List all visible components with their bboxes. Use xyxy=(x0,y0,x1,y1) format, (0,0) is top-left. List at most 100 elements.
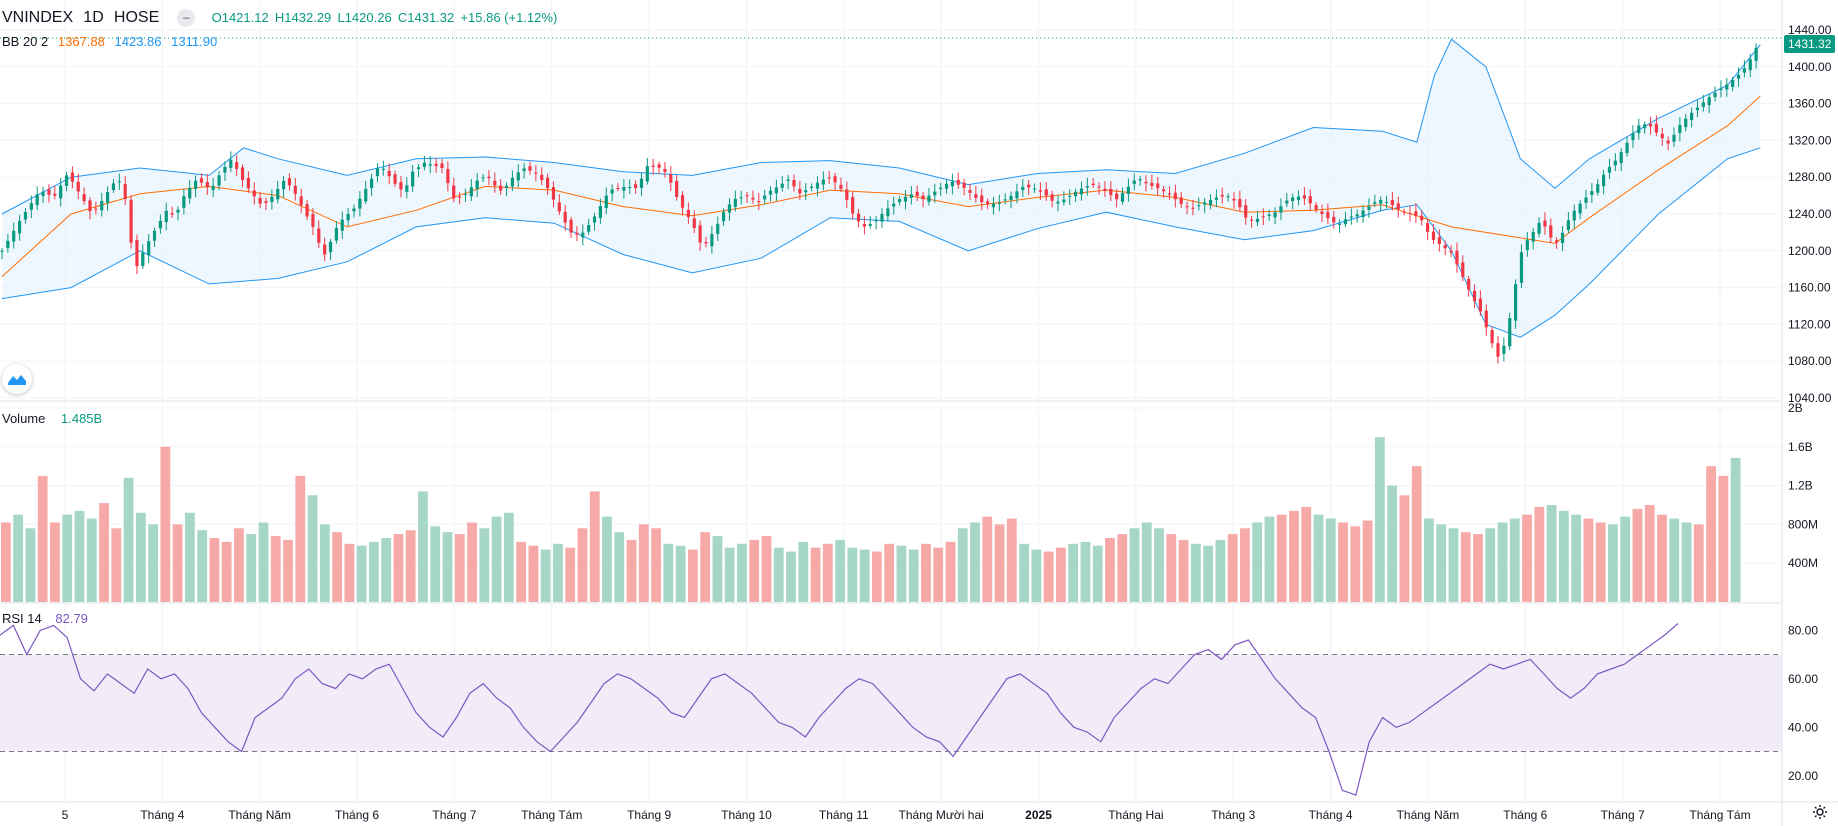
candle-body xyxy=(1208,199,1213,206)
volume-bar xyxy=(700,532,711,602)
candle-body xyxy=(504,185,509,188)
time-tick-label: Tháng Tám xyxy=(521,808,582,822)
candle-body xyxy=(1044,189,1048,196)
volume-bar xyxy=(847,547,858,602)
gear-icon[interactable] xyxy=(1810,802,1830,822)
volume-bar xyxy=(442,532,453,602)
candle-body xyxy=(129,199,133,243)
candle-body xyxy=(1062,199,1066,203)
candle-body xyxy=(1490,330,1494,344)
volume-bar xyxy=(1129,528,1140,602)
rsi-tick-label: 20.00 xyxy=(1788,769,1818,783)
candle-body xyxy=(1719,88,1723,91)
rsi-tick-label: 80.00 xyxy=(1788,623,1818,637)
candle-body xyxy=(305,204,309,217)
candle-body xyxy=(739,197,743,199)
candle-body xyxy=(217,175,221,186)
collapse-icon[interactable]: – xyxy=(177,9,196,28)
candle-body xyxy=(452,185,456,199)
volume-bar xyxy=(614,532,625,602)
candle-body xyxy=(1519,252,1524,283)
candle-body xyxy=(1132,180,1136,185)
candle-body xyxy=(1103,188,1107,191)
symbol-name[interactable]: VNINDEX xyxy=(2,9,74,26)
candle-body xyxy=(270,196,274,203)
rsi-tick-label: 60.00 xyxy=(1788,672,1818,686)
volume-bar xyxy=(663,543,674,602)
volume-bar xyxy=(418,491,428,602)
volume-bar xyxy=(246,534,257,602)
volume-bar xyxy=(687,549,698,602)
volume-bar xyxy=(835,539,845,602)
volume-bar xyxy=(1190,543,1201,602)
volume-bar xyxy=(1203,545,1213,602)
bb-legend[interactable]: BB 20 2 1367.88 1423.86 1311.90 xyxy=(2,34,223,49)
candle-body xyxy=(1408,213,1412,215)
candle-body xyxy=(276,188,280,200)
volume-bar xyxy=(1522,514,1532,602)
candle-body xyxy=(528,166,532,171)
candle-body xyxy=(1414,211,1418,217)
price-tick-label: 1160.00 xyxy=(1788,281,1831,295)
time-tick-label: Tháng 4 xyxy=(1309,808,1353,822)
volume-bar xyxy=(369,541,379,602)
volume-bar xyxy=(479,528,490,602)
wave-logo-icon[interactable] xyxy=(2,364,32,394)
candle-body xyxy=(1437,237,1441,245)
interval-label[interactable]: 1D xyxy=(83,9,104,26)
volume-bar xyxy=(1325,518,1336,602)
volume-legend[interactable]: Volume 1.485B xyxy=(2,411,108,426)
candle-body xyxy=(592,216,597,223)
candle-body xyxy=(845,189,849,200)
volume-bar xyxy=(1558,510,1569,602)
candle-body xyxy=(1449,250,1453,253)
time-tick-label: Tháng 6 xyxy=(1503,808,1547,822)
volume-bar xyxy=(798,541,809,602)
candle-body xyxy=(804,190,808,193)
volume-bar xyxy=(1571,514,1582,602)
volume-bar xyxy=(111,528,122,602)
candle-body xyxy=(487,176,491,179)
candle-body xyxy=(199,178,204,183)
volume-bar xyxy=(135,512,146,602)
volume-bar xyxy=(307,495,318,602)
rsi-legend[interactable]: RSI 14 82.79 xyxy=(2,611,94,626)
candle-body xyxy=(722,211,726,222)
candle-body xyxy=(358,198,362,209)
open-value: O1421.12 xyxy=(211,10,269,25)
volume-bar xyxy=(344,543,355,602)
candle-body xyxy=(1566,220,1570,231)
candle-body xyxy=(862,224,866,227)
volume-bar xyxy=(209,537,220,602)
symbol-legend: VNINDEX 1D HOSE – O1421.12 H1432.29 L142… xyxy=(2,9,559,28)
volume-tick-label: 400M xyxy=(1788,556,1818,570)
candle-body xyxy=(944,183,949,189)
volume-bar xyxy=(1411,466,1422,602)
candle-body xyxy=(1537,222,1541,234)
candle-body xyxy=(1584,197,1588,203)
candle-body xyxy=(1742,68,1746,73)
candle-body xyxy=(88,200,92,212)
candle-body xyxy=(616,188,620,189)
volume-bar xyxy=(467,522,477,602)
candle-body xyxy=(716,223,720,234)
last-price-tag: 1431.32 xyxy=(1784,35,1836,53)
volume-bar xyxy=(908,549,919,602)
candle-body xyxy=(12,230,16,242)
volume-bar xyxy=(1608,524,1618,602)
volume-bar xyxy=(786,551,796,602)
candle-body xyxy=(1707,97,1711,106)
candle-body xyxy=(1602,174,1606,187)
candle-body xyxy=(264,201,268,203)
candle-body xyxy=(1167,193,1172,195)
volume-bar xyxy=(1632,508,1643,602)
candle-body xyxy=(1144,181,1148,184)
volume-bar xyxy=(1178,539,1189,602)
volume-bar xyxy=(553,543,563,602)
candle-body xyxy=(1461,262,1465,277)
candle-body xyxy=(1531,231,1535,242)
candle-body xyxy=(1660,133,1664,139)
candle-body xyxy=(1396,203,1400,210)
volume-bar xyxy=(1264,516,1275,602)
